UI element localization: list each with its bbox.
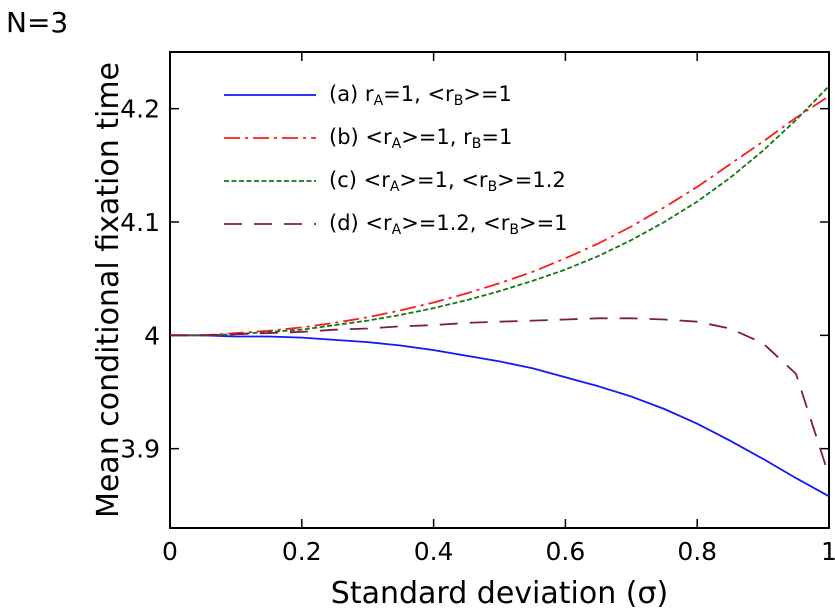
series-line-c bbox=[170, 85, 830, 337]
series-line-a bbox=[170, 334, 830, 498]
legend-label-d: (d) <rA>=1.2, <rB>=1 bbox=[329, 211, 568, 238]
x-tick-label: 0.8 bbox=[677, 537, 717, 566]
legend-label-b: (b) <rA>=1, rB=1 bbox=[329, 125, 512, 152]
legend-subscript: A bbox=[392, 136, 402, 152]
legend-text-part: >=1, r bbox=[401, 125, 472, 149]
series-layer bbox=[170, 85, 830, 498]
x-axis: 0 0.2 0.4 0.6 0.8 1 bbox=[162, 52, 835, 566]
x-tick-label: 0.2 bbox=[282, 537, 322, 566]
legend-text-part: >=1.2 bbox=[497, 168, 566, 192]
corner-label: N=3 bbox=[6, 6, 68, 39]
plot-area-frame bbox=[169, 51, 830, 529]
legend-text-part: (b) <r bbox=[329, 125, 392, 149]
legend-text-part: >=1.2, <r bbox=[401, 211, 510, 235]
y-tick-label: 4.2 bbox=[120, 95, 160, 124]
legend-text-part: >=1 bbox=[463, 82, 512, 106]
legend: (a) rA=1, <rB>=1(b) <rA>=1, rB=1(c) <rA>… bbox=[224, 82, 568, 238]
series-line-d bbox=[170, 317, 830, 477]
legend-text-part: >=1 bbox=[519, 211, 568, 235]
legend-text-part: >=1, <r bbox=[399, 168, 487, 192]
legend-text-part: (d) <r bbox=[329, 211, 392, 235]
legend-subscript: A bbox=[390, 179, 400, 195]
y-tick-label: 3.9 bbox=[120, 435, 160, 464]
legend-label-c: (c) <rA>=1, <rB>=1.2 bbox=[329, 168, 566, 195]
legend-subscript: B bbox=[509, 222, 519, 238]
legend-text-part: (a) r bbox=[329, 82, 374, 106]
x-axis-title: Standard deviation (σ) bbox=[331, 576, 668, 611]
legend-label-a: (a) rA=1, <rB>=1 bbox=[329, 82, 512, 109]
legend-subscript: B bbox=[472, 136, 482, 152]
legend-text-part: (c) <r bbox=[329, 168, 390, 192]
y-tick-label: 4 bbox=[144, 321, 160, 350]
legend-subscript: A bbox=[392, 222, 402, 238]
legend-subscript: B bbox=[454, 93, 464, 109]
legend-text-part: =1 bbox=[481, 125, 512, 149]
y-axis-title: Mean conditional fixation time bbox=[91, 62, 126, 518]
x-tick-label: 1 bbox=[821, 537, 835, 566]
legend-text-part: =1, <r bbox=[383, 82, 454, 106]
legend-subscript: A bbox=[374, 93, 384, 109]
y-tick-label: 4.1 bbox=[120, 208, 160, 237]
x-tick-label: 0.4 bbox=[414, 537, 454, 566]
series-line-b bbox=[170, 95, 830, 337]
x-tick-label: 0 bbox=[162, 537, 178, 566]
legend-subscript: B bbox=[488, 179, 498, 195]
x-tick-label: 0.6 bbox=[546, 537, 586, 566]
y-axis: 3.9 4 4.1 4.2 bbox=[120, 95, 829, 464]
